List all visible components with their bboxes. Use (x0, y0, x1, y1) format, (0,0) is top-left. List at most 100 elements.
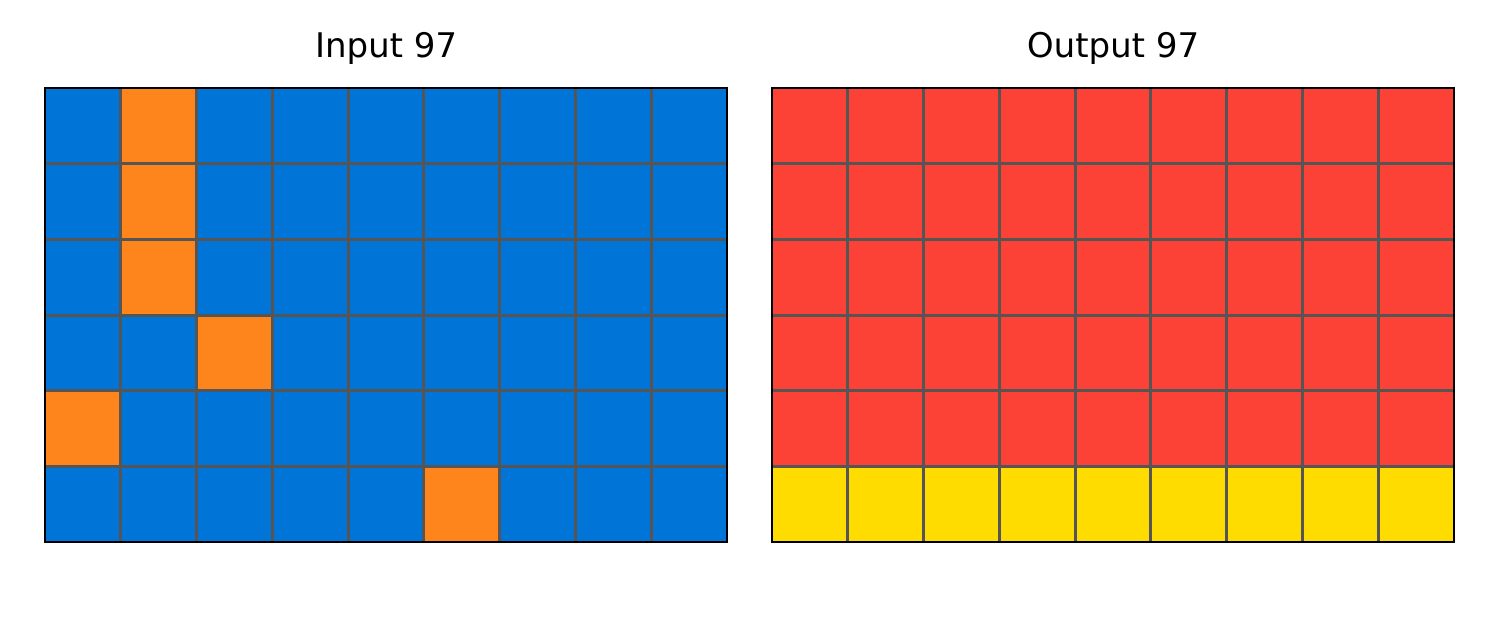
grid-cell (1228, 316, 1302, 390)
output-title: Output 97 (1026, 26, 1200, 66)
grid-cell (1152, 89, 1226, 162)
grid-cell (1304, 468, 1378, 541)
input-grid (44, 87, 728, 543)
grid-cell (653, 164, 726, 238)
grid-cell (577, 468, 651, 541)
grid-cell (924, 392, 998, 466)
grid-cell (1000, 164, 1074, 238)
grid-cell (121, 89, 195, 162)
grid-cell (1076, 89, 1150, 162)
input-title: Input 97 (314, 26, 458, 66)
grid-cell (349, 240, 423, 314)
grid-cell (1380, 164, 1453, 238)
grid-cell (577, 164, 651, 238)
grid-cell (653, 468, 726, 541)
grid-cell (924, 164, 998, 238)
grid-cell (653, 240, 726, 314)
grid-cell (425, 89, 499, 162)
grid-cell (1304, 316, 1378, 390)
grid-cell (577, 316, 651, 390)
grid-cell (1380, 392, 1453, 466)
grid-cell (46, 89, 119, 162)
grid-cell (1380, 89, 1453, 162)
grid-cell (924, 89, 998, 162)
grid-cell (1152, 392, 1226, 466)
grid-cell (1076, 392, 1150, 466)
grid-cell (1304, 392, 1378, 466)
grid-cell (1152, 316, 1226, 390)
grid-cell (1304, 89, 1378, 162)
grid-cell (425, 316, 499, 390)
grid-cell (197, 468, 271, 541)
grid-cell (501, 468, 575, 541)
grid-cell (425, 392, 499, 466)
grid-cell (653, 392, 726, 466)
grid-cell (501, 89, 575, 162)
grid-cell (924, 316, 998, 390)
grid-cell (1076, 316, 1150, 390)
grid-cell (1304, 164, 1378, 238)
grid-cell (1000, 316, 1074, 390)
grid-cell (501, 316, 575, 390)
grid-cell (425, 468, 499, 541)
grid-cell (273, 164, 347, 238)
grid-cell (121, 240, 195, 314)
grid-cell (1076, 164, 1150, 238)
grid-cell (1228, 468, 1302, 541)
grid-cell (197, 392, 271, 466)
grid-cell (121, 316, 195, 390)
grid-cell (653, 89, 726, 162)
grid-cell (1152, 164, 1226, 238)
grid-cell (848, 468, 922, 541)
grid-cell (425, 240, 499, 314)
grid-cell (46, 468, 119, 541)
grid-cell (1380, 316, 1453, 390)
grid-cell (46, 316, 119, 390)
grid-cell (1152, 468, 1226, 541)
grid-cell (46, 392, 119, 466)
grid-cell (273, 240, 347, 314)
grid-cell (1000, 240, 1074, 314)
grid-cell (349, 468, 423, 541)
grid-cell (1228, 392, 1302, 466)
grid-cell (848, 164, 922, 238)
grid-cell (1228, 240, 1302, 314)
grid-cell (773, 316, 846, 390)
grid-cell (349, 164, 423, 238)
grid-cell (273, 392, 347, 466)
grid-cell (773, 468, 846, 541)
grid-cell (848, 316, 922, 390)
grid-cell (273, 468, 347, 541)
grid-cell (121, 468, 195, 541)
grid-cell (121, 392, 195, 466)
grid-cell (46, 240, 119, 314)
grid-cell (197, 89, 271, 162)
output-panel: Output 97 (771, 0, 1455, 629)
grid-cell (1152, 240, 1226, 314)
grid-cell (1228, 164, 1302, 238)
grid-cell (1228, 89, 1302, 162)
grid-cell (1000, 392, 1074, 466)
grid-cell (197, 316, 271, 390)
grid-cell (924, 468, 998, 541)
grid-cell (349, 316, 423, 390)
grid-cell (773, 164, 846, 238)
grid-cell (349, 89, 423, 162)
grid-cell (848, 89, 922, 162)
output-grid (771, 87, 1455, 543)
grid-cell (1380, 240, 1453, 314)
grid-cell (501, 164, 575, 238)
grid-cell (197, 240, 271, 314)
grid-cell (773, 89, 846, 162)
grid-cell (848, 240, 922, 314)
grid-cell (1380, 468, 1453, 541)
grid-cell (773, 392, 846, 466)
grid-cell (273, 316, 347, 390)
grid-cell (924, 240, 998, 314)
grid-cell (773, 240, 846, 314)
grid-cell (848, 392, 922, 466)
grid-cell (577, 240, 651, 314)
grid-cell (121, 164, 195, 238)
input-panel: Input 97 (44, 0, 728, 629)
grid-cell (1076, 468, 1150, 541)
